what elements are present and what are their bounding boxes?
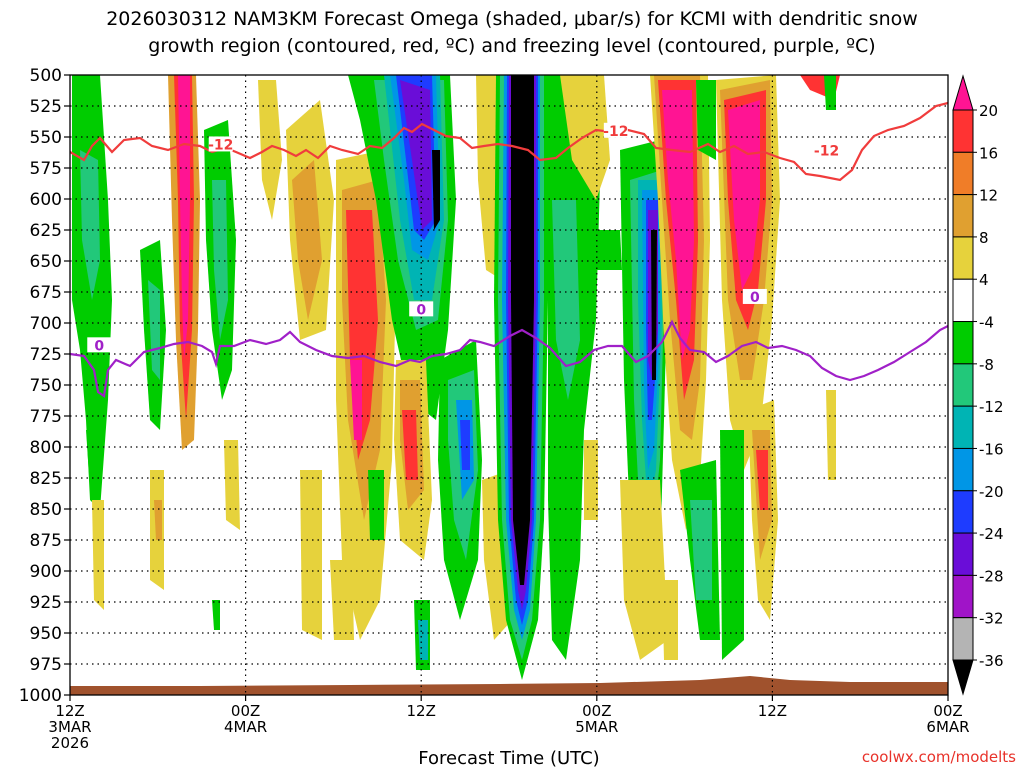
colorbar-label: -24 bbox=[979, 525, 1004, 543]
colorbar-swatch bbox=[952, 109, 974, 153]
contour-label: -12 bbox=[208, 137, 233, 153]
colorbar: 20 16 12 8 4 -4 -8 -12 -16 -20 -24 -28 -32 -36 bbox=[952, 74, 1004, 696]
colorbar-label: 8 bbox=[979, 229, 989, 247]
y-tick-label: 825 bbox=[30, 469, 62, 489]
y-tick-label: 725 bbox=[30, 345, 62, 365]
horizontal-gridlines bbox=[70, 105, 948, 665]
contour-labels: -12 -12 -12 0 0 0 bbox=[87, 122, 839, 354]
chart-title-line2: growth region (contoured, red, ºC) and f… bbox=[148, 35, 875, 57]
colorbar-swatch bbox=[952, 405, 974, 449]
contour-label: 0 bbox=[750, 290, 760, 306]
dgz-contour-minus12 bbox=[70, 101, 948, 182]
y-tick-label: 550 bbox=[30, 128, 62, 148]
y-tick-label: 850 bbox=[30, 500, 62, 520]
y-tick-label: 800 bbox=[30, 438, 62, 458]
colorbar-label: 4 bbox=[979, 271, 989, 289]
x-tick-label: 12Z bbox=[55, 702, 84, 720]
contour-label-bg bbox=[742, 288, 767, 304]
contour-label: -12 bbox=[603, 124, 628, 140]
x-tick-label: 5MAR bbox=[575, 718, 618, 736]
y-axis: 500 525 550 575 600 625 650 675 700 725 750 775 800 8… bbox=[19, 66, 70, 706]
colorbar-label: -28 bbox=[979, 567, 1004, 585]
colorbar-swatch bbox=[952, 532, 974, 576]
contour-label: 0 bbox=[94, 338, 104, 354]
colorbar-label: -8 bbox=[979, 356, 994, 374]
colorbar-bottom-arrow bbox=[952, 659, 974, 696]
y-tick-label: 950 bbox=[30, 624, 62, 644]
credit-text: coolwx.com/modelts bbox=[862, 748, 1016, 766]
y-tick-label: 775 bbox=[30, 407, 62, 427]
y-tick-label: 975 bbox=[30, 655, 62, 675]
chart-title-line1: 2026030312 NAM3KM Forecast Omega (shaded… bbox=[106, 8, 918, 30]
colorbar-swatch bbox=[952, 617, 974, 661]
contour-label: 0 bbox=[416, 302, 426, 318]
colorbar-label: -4 bbox=[979, 314, 994, 332]
colorbar-label: -16 bbox=[979, 440, 1004, 458]
colorbar-swatch bbox=[952, 151, 974, 196]
omega-shading bbox=[72, 75, 840, 680]
colorbar-label: -20 bbox=[979, 483, 1004, 501]
x-tick-label: 00Z bbox=[933, 702, 962, 720]
y-tick-label: 625 bbox=[30, 221, 62, 241]
y-tick-label: 750 bbox=[30, 376, 62, 396]
colorbar-swatch bbox=[952, 490, 974, 534]
y-tick-label: 500 bbox=[30, 66, 62, 86]
colorbar-swatch bbox=[952, 236, 974, 280]
freezing-level-contour bbox=[70, 319, 948, 398]
colorbar-swatch bbox=[952, 574, 974, 619]
y-tick-label: 675 bbox=[30, 283, 62, 303]
colorbar-label: 12 bbox=[979, 187, 998, 205]
x-tick-label: 00Z bbox=[582, 702, 611, 720]
colorbar-swatch bbox=[952, 194, 974, 238]
y-tick-label: 650 bbox=[30, 252, 62, 272]
x-tick-label: 12Z bbox=[407, 702, 436, 720]
x-tick-label: 12Z bbox=[758, 702, 787, 720]
ground-surface bbox=[70, 676, 948, 695]
y-tick-label: 600 bbox=[30, 190, 62, 210]
x-axis-title: Forecast Time (UTC) bbox=[418, 748, 599, 768]
contour-label-bg bbox=[603, 122, 628, 138]
y-tick-label: 925 bbox=[30, 593, 62, 613]
colorbar-label: -32 bbox=[979, 610, 1004, 628]
colorbar-top-arrow bbox=[952, 74, 974, 111]
colorbar-label: -36 bbox=[979, 652, 1004, 670]
plot-area bbox=[70, 75, 948, 695]
contour-label-bg bbox=[87, 337, 112, 353]
y-tick-label: 875 bbox=[30, 531, 62, 551]
contour-label-bg bbox=[814, 142, 839, 158]
y-tick-label: 1000 bbox=[19, 686, 62, 706]
colorbar-label: 16 bbox=[979, 144, 998, 162]
x-tick-label: 2026 bbox=[51, 734, 89, 752]
colorbar-swatch bbox=[952, 278, 974, 323]
x-tick-label: 3MAR bbox=[48, 718, 91, 736]
colorbar-swatch bbox=[952, 447, 974, 492]
contour-label-bg bbox=[208, 136, 233, 152]
contour-label: -12 bbox=[814, 144, 839, 160]
y-tick-label: 575 bbox=[30, 159, 62, 179]
colorbar-swatch bbox=[952, 363, 974, 407]
y-tick-label: 525 bbox=[30, 97, 62, 117]
y-tick-label: 900 bbox=[30, 562, 62, 582]
x-tick-label: 00Z bbox=[231, 702, 260, 720]
contour-label-bg bbox=[409, 301, 434, 317]
colorbar-label: 20 bbox=[979, 102, 998, 120]
x-tick-label: 4MAR bbox=[224, 718, 267, 736]
colorbar-label: -12 bbox=[979, 398, 1004, 416]
colorbar-swatch bbox=[952, 321, 974, 365]
y-tick-label: 700 bbox=[30, 314, 62, 334]
x-tick-label: 6MAR bbox=[926, 718, 969, 736]
